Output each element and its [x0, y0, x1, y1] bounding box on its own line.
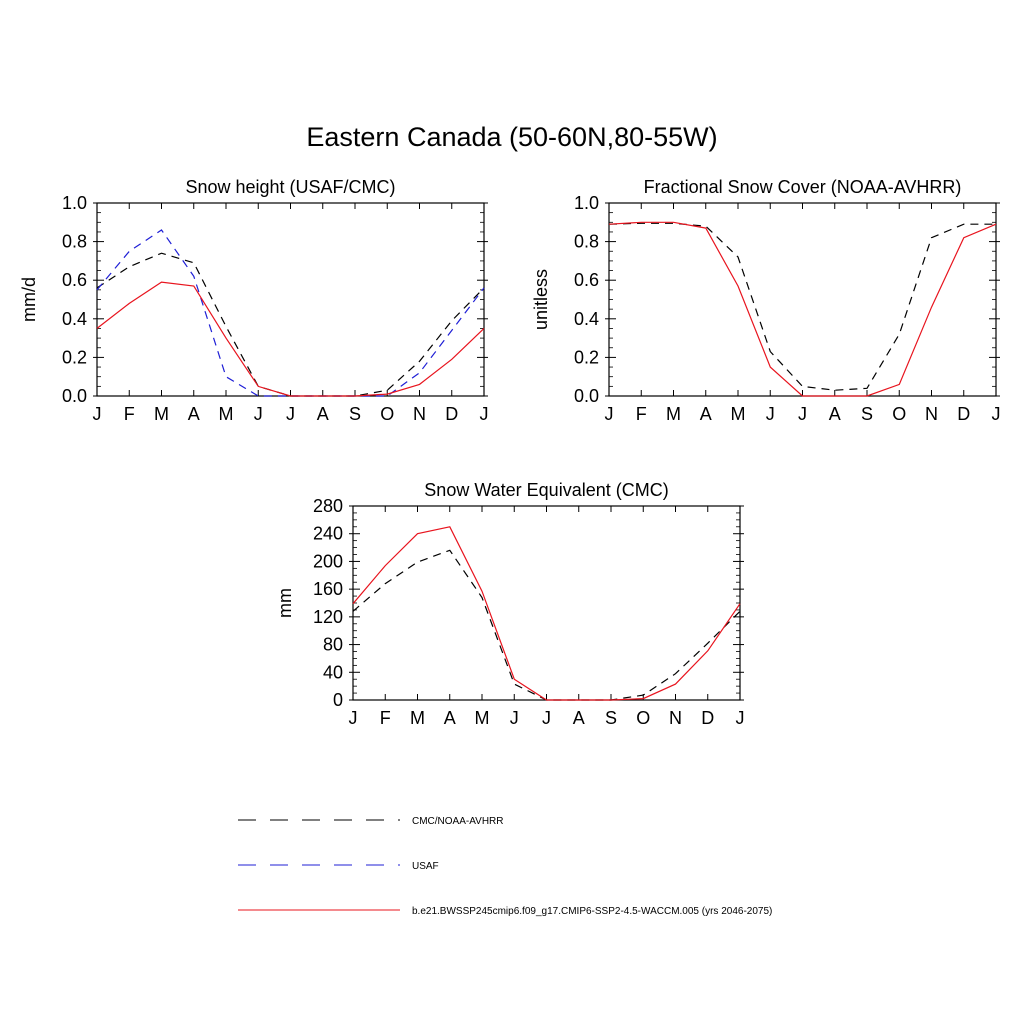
figure-title: Eastern Canada (50-60N,80-55W): [306, 122, 718, 152]
chart-snow-water-equivalent: Snow Water Equivalent (CMC)mmJ F M A M J J A S O N…: [275, 480, 745, 728]
chart-fractional-snow-cover: Fractional Snow Cover (NOAA-AVHRR) unitle…: [531, 177, 1001, 424]
series-line: [608, 221, 997, 397]
x-tick-label: A: [188, 404, 200, 424]
x-tick-label: M: [410, 708, 425, 728]
y-tick-label: 1.0: [574, 193, 599, 213]
y-tick-label: 0.2: [574, 347, 599, 367]
x-tick-label: J: [798, 404, 807, 424]
y-tick-label: 40: [323, 662, 343, 682]
x-tick-label: J: [605, 404, 614, 424]
x-tick-label: F: [636, 404, 647, 424]
x-tick-label: J: [510, 708, 519, 728]
x-tick-label: M: [219, 404, 234, 424]
y-axis-label: mm/d: [19, 277, 39, 322]
x-tick-label: S: [861, 404, 873, 424]
series-line: [608, 222, 996, 391]
legend-label: CMC/NOAA-AVHRR: [412, 816, 503, 827]
x-tick-label: J: [93, 404, 102, 424]
x-tick-label: A: [444, 708, 456, 728]
x-tick-label: A: [573, 708, 585, 728]
y-tick-label: 0: [333, 690, 343, 710]
x-tick-label: S: [349, 404, 361, 424]
chart-title: Snow height (USAF/CMC): [185, 177, 395, 197]
x-tick-label: N: [669, 708, 682, 728]
x-tick-label: M: [475, 708, 490, 728]
x-tick-label: J: [766, 404, 775, 424]
y-tick-label: 240: [313, 524, 343, 544]
y-tick-label: 0.2: [62, 347, 87, 367]
series-line: [96, 281, 485, 397]
x-tick-label: D: [445, 404, 458, 424]
x-tick-label: S: [605, 708, 617, 728]
x-tick-label: O: [380, 404, 394, 424]
x-tick-label: J: [286, 404, 295, 424]
x-tick-label: M: [666, 404, 681, 424]
plot-frame: [96, 202, 485, 397]
y-tick-label: 1.0: [62, 193, 87, 213]
x-tick-label: A: [317, 404, 329, 424]
series-line: [96, 229, 485, 397]
x-tick-label: N: [925, 404, 938, 424]
x-tick-label: F: [124, 404, 135, 424]
y-tick-label: 160: [313, 579, 343, 599]
legend-label: b.e21.BWSSP245cmip6.f09_g17.CMIP6-SSP2-4…: [412, 906, 772, 917]
plot-frame: [608, 202, 997, 397]
legend: CMC/NOAA-AVHRR USAF b.e21.BWSSP245cmip6.f0…: [238, 816, 772, 917]
y-tick-label: 0.4: [62, 309, 87, 329]
y-tick-label: 120: [313, 607, 343, 627]
chart-snow-height: Snow height (USAF/CMC)mm/dJ F M A M J J A S O N D J0…: [19, 177, 489, 424]
chart-title: Fractional Snow Cover (NOAA-AVHRR): [644, 177, 962, 197]
y-axis-label: mm: [275, 588, 295, 618]
y-tick-label: 280: [313, 496, 343, 516]
x-tick-label: J: [992, 404, 1001, 424]
x-tick-label: D: [957, 404, 970, 424]
x-tick-label: O: [636, 708, 650, 728]
x-tick-label: J: [349, 708, 358, 728]
y-tick-label: 0.6: [62, 270, 87, 290]
y-tick-label: 0.0: [574, 386, 599, 406]
y-tick-label: 0.4: [574, 309, 599, 329]
x-tick-label: J: [736, 708, 745, 728]
y-tick-label: 0.0: [62, 386, 87, 406]
x-tick-label: M: [731, 404, 746, 424]
x-tick-label: A: [700, 404, 712, 424]
y-tick-label: 0.8: [62, 232, 87, 252]
y-tick-label: 80: [323, 635, 343, 655]
y-axis-label: unitless: [531, 269, 551, 330]
x-tick-label: M: [154, 404, 169, 424]
x-tick-label: J: [542, 708, 551, 728]
x-tick-label: F: [380, 708, 391, 728]
x-tick-label: J: [254, 404, 263, 424]
y-tick-label: 200: [313, 551, 343, 571]
legend-label: USAF: [412, 861, 439, 872]
y-tick-label: 0.6: [574, 270, 599, 290]
plot-frame: [352, 505, 741, 701]
chart-title: Snow Water Equivalent (CMC): [424, 480, 668, 500]
x-tick-label: O: [892, 404, 906, 424]
x-tick-label: N: [413, 404, 426, 424]
y-tick-label: 0.8: [574, 232, 599, 252]
x-tick-label: J: [480, 404, 489, 424]
series-line: [96, 252, 485, 397]
series-line: [352, 526, 741, 701]
x-tick-label: A: [829, 404, 841, 424]
x-tick-label: D: [701, 708, 714, 728]
